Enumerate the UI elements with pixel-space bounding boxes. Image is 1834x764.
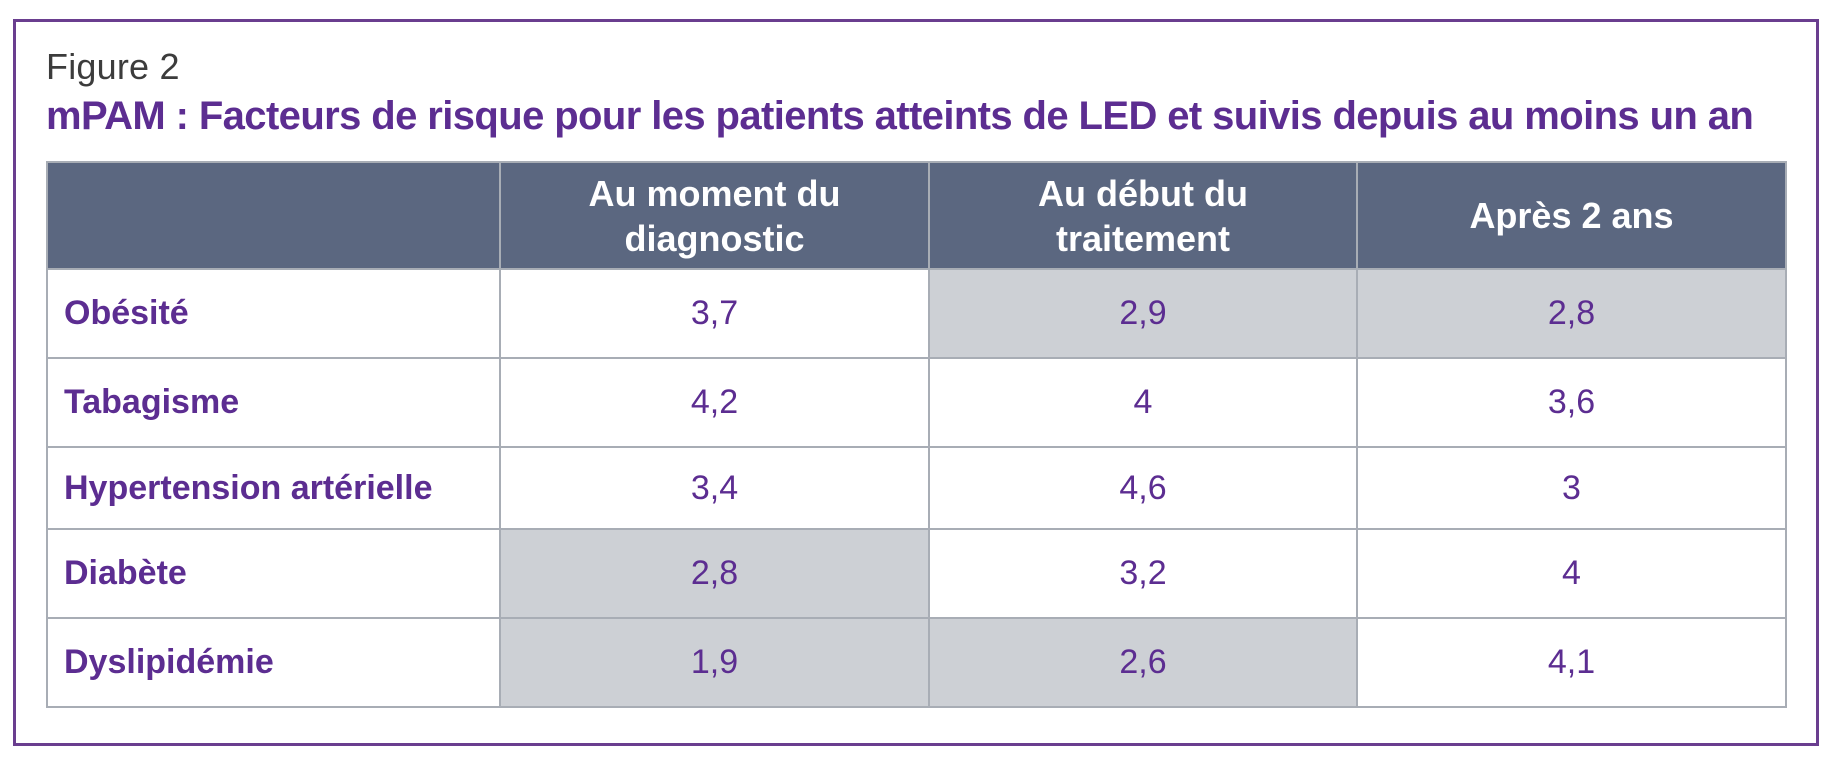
- table-cell: 4,2: [499, 357, 930, 448]
- table-cell: 4,1: [1356, 617, 1787, 708]
- table-cell: 4: [928, 357, 1358, 448]
- row-label: Dyslipidémie: [46, 617, 501, 708]
- header-line: diagnostic: [624, 217, 805, 259]
- header-line: Au début du: [1038, 172, 1248, 214]
- table-cell: 2,8: [499, 528, 930, 619]
- header-col-debut-traitement: Au début du traitement: [928, 161, 1358, 270]
- table-cell: 3,7: [499, 268, 930, 359]
- table-row: Hypertension artérielle 3,4 4,6 3: [46, 446, 1787, 530]
- header-line: Après 2 ans: [1469, 195, 1674, 236]
- table-cell: 2,9: [928, 268, 1358, 359]
- table-row: Diabète 2,8 3,2 4: [46, 528, 1787, 619]
- row-label: Tabagisme: [46, 357, 501, 448]
- risk-factors-table: Au moment du diagnostic Au début du trai…: [46, 161, 1787, 708]
- table-row: Dyslipidémie 1,9 2,6 4,1: [46, 617, 1787, 708]
- header-corner-cell: [46, 161, 501, 270]
- table-row: Tabagisme 4,2 4 3,6: [46, 357, 1787, 448]
- table-cell: 2,8: [1356, 268, 1787, 359]
- header-col-apres-2-ans: Après 2 ans: [1356, 161, 1787, 270]
- header-line: traitement: [1055, 217, 1231, 259]
- row-label: Hypertension artérielle: [46, 446, 501, 530]
- table-cell: 3,4: [499, 446, 930, 530]
- table-cell: 3,2: [928, 528, 1358, 619]
- table-cell: 2,6: [928, 617, 1358, 708]
- table-cell: 4: [1356, 528, 1787, 619]
- table-row: Obésité 3,7 2,9 2,8: [46, 268, 1787, 359]
- header-col-diagnostic: Au moment du diagnostic: [499, 161, 930, 270]
- table-body: Obésité 3,7 2,9 2,8 Tabagisme 4,2 4 3,6 Hyperten…: [46, 268, 1787, 708]
- table-cell: 1,9: [499, 617, 930, 708]
- table-header-row: Au moment du diagnostic Au début du trai…: [46, 161, 1787, 270]
- header-line: Au moment du: [588, 172, 841, 214]
- figure-title: mPAM : Facteurs de risque pour les patie…: [46, 94, 1754, 138]
- figure-label: Figure 2: [46, 46, 180, 87]
- table-cell: 3,6: [1356, 357, 1787, 448]
- table-cell: 4,6: [928, 446, 1358, 530]
- row-label: Diabète: [46, 528, 501, 619]
- row-label: Obésité: [46, 268, 501, 359]
- table-cell: 3: [1356, 446, 1787, 530]
